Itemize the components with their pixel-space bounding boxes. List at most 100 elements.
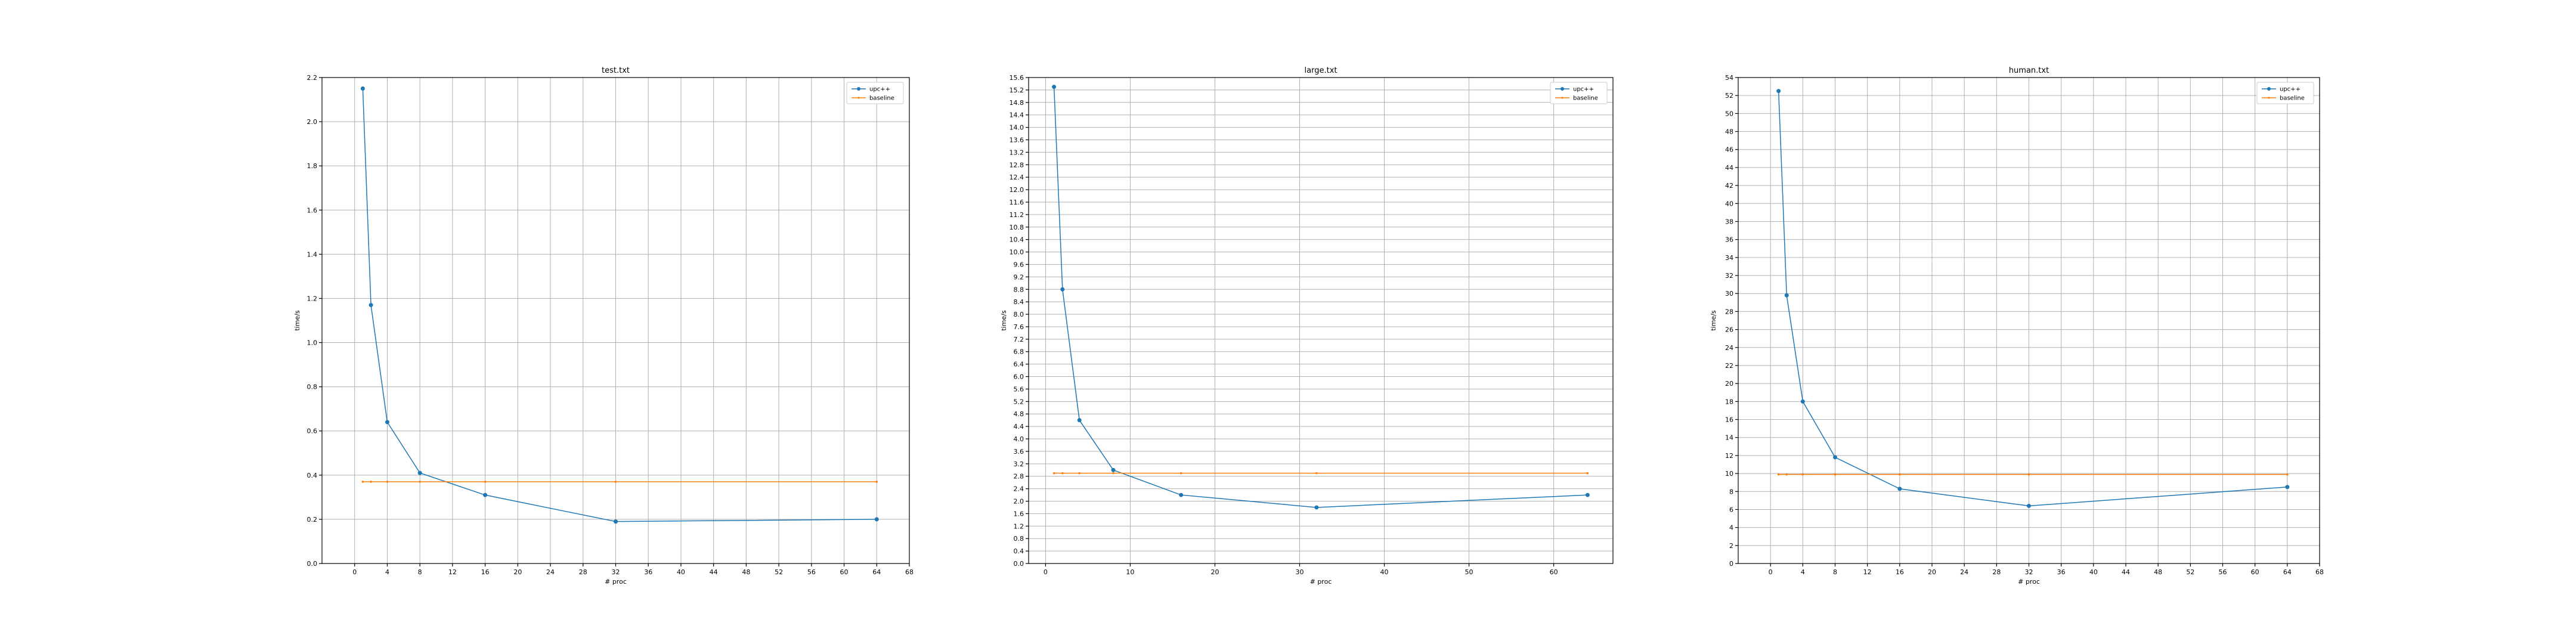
x-tick-label: 10 <box>1126 568 1134 576</box>
data-point <box>369 303 373 308</box>
x-axis-label: # proc <box>2018 578 2040 586</box>
y-tick-label: 38 <box>1725 218 1733 225</box>
y-tick-label: 12.4 <box>1010 174 1024 181</box>
data-point <box>1052 472 1055 475</box>
legend-marker <box>1561 87 1564 91</box>
data-point <box>386 481 389 483</box>
y-tick-label: 18 <box>1725 398 1733 405</box>
x-tick-label: 4 <box>385 568 389 576</box>
y-tick-label: 7.6 <box>1014 323 1024 331</box>
x-tick-label: 40 <box>677 568 685 576</box>
legend-marker <box>1561 97 1563 99</box>
x-tick-label: 52 <box>775 568 783 576</box>
legend-marker <box>857 87 860 91</box>
x-tick-label: 60 <box>2251 568 2259 576</box>
data-point <box>370 481 372 483</box>
y-tick-label: 1.8 <box>307 162 318 170</box>
y-tick-label: 10.0 <box>1010 249 1024 256</box>
y-tick-label: 32 <box>1725 272 1733 280</box>
data-point <box>1077 418 1082 423</box>
y-tick-label: 24 <box>1725 344 1733 352</box>
x-tick-label: 68 <box>905 568 914 576</box>
y-tick-label: 12 <box>1725 452 1733 460</box>
x-tick-label: 4 <box>1801 568 1805 576</box>
y-tick-label: 1.0 <box>307 339 318 347</box>
y-tick-label: 52 <box>1725 92 1733 100</box>
data-point <box>417 470 422 475</box>
y-tick-label: 40 <box>1725 200 1733 208</box>
y-axis-label: time/s <box>1000 310 1008 331</box>
x-tick-label: 24 <box>1960 568 1968 576</box>
y-tick-label: 0 <box>1729 560 1733 568</box>
chart-3: 0 4 8 12 16 20 24 28 32 36 40 44 48 52 56 60 64 680246810… <box>1710 66 2324 586</box>
data-point <box>1897 487 1902 491</box>
x-tick-label: 20 <box>1210 568 1219 576</box>
y-tick-label: 1.2 <box>1014 522 1024 530</box>
x-tick-label: 44 <box>710 568 718 576</box>
data-point <box>484 481 487 483</box>
legend: upc++ baseline <box>2256 82 2314 104</box>
legend: upc++ baseline <box>846 82 904 104</box>
y-tick-label: 8.0 <box>1014 311 1024 318</box>
y-tick-label: 46 <box>1725 146 1733 154</box>
x-tick-label: 60 <box>840 568 849 576</box>
data-point <box>2027 473 2030 476</box>
x-tick-label: 48 <box>2154 568 2162 576</box>
legend-label: upc++ <box>869 86 890 93</box>
data-point <box>614 481 617 483</box>
y-tick-label: 14.8 <box>1010 99 1024 107</box>
y-tick-label: 5.2 <box>1014 398 1024 405</box>
data-point <box>419 481 421 483</box>
data-point <box>1834 473 1837 476</box>
y-tick-label: 6.0 <box>1014 373 1024 381</box>
data-point <box>361 481 364 483</box>
y-tick-label: 48 <box>1725 128 1733 136</box>
y-tick-label: 10.4 <box>1010 236 1024 244</box>
data-point <box>360 86 365 91</box>
y-axis-label: time/s <box>293 310 301 331</box>
y-tick-label: 9.6 <box>1014 261 1024 268</box>
data-point <box>1179 493 1184 497</box>
y-tick-label: 0.4 <box>307 472 318 479</box>
y-tick-label: 8 <box>1729 488 1733 496</box>
y-tick-label: 6 <box>1729 506 1733 513</box>
x-tick-label: 32 <box>2025 568 2033 576</box>
data-point <box>1801 473 1804 476</box>
x-tick-label: 64 <box>872 568 881 576</box>
x-tick-label: 40 <box>1380 568 1389 576</box>
x-tick-label: 28 <box>579 568 587 576</box>
data-point <box>1585 493 1590 497</box>
chart-title: large.txt <box>1305 66 1337 75</box>
y-tick-label: 3.2 <box>1014 460 1024 468</box>
y-tick-label: 0.2 <box>307 516 318 524</box>
plot-frame <box>1028 77 1614 564</box>
legend-label: upc++ <box>1573 86 1594 93</box>
y-tick-label: 44 <box>1725 164 1733 172</box>
y-tick-label: 1.4 <box>307 250 318 258</box>
y-tick-label: 26 <box>1725 326 1733 334</box>
y-tick-label: 11.6 <box>1010 199 1024 206</box>
y-tick-label: 0.0 <box>307 560 318 568</box>
y-tick-label: 28 <box>1725 308 1733 315</box>
legend-label: baseline <box>869 95 894 102</box>
y-tick-label: 2.0 <box>307 118 318 126</box>
data-point <box>1777 473 1780 476</box>
x-tick-label: 0 <box>1044 568 1048 576</box>
legend-label: baseline <box>1573 95 1598 102</box>
y-tick-label: 0.8 <box>307 383 318 391</box>
x-tick-label: 40 <box>2089 568 2098 576</box>
x-tick-label: 8 <box>418 568 422 576</box>
x-tick-label: 68 <box>2315 568 2324 576</box>
data-point <box>385 420 389 425</box>
y-tick-label: 6.4 <box>1014 361 1024 369</box>
legend-marker <box>2267 87 2271 91</box>
x-tick-label: 8 <box>1833 568 1837 576</box>
x-tick-label: 30 <box>1295 568 1304 576</box>
data-point <box>483 493 488 497</box>
chart-title: test.txt <box>602 66 630 75</box>
y-tick-label: 4 <box>1729 524 1733 532</box>
y-tick-label: 2.2 <box>307 74 318 82</box>
legend: upc++ baseline <box>1550 82 1608 104</box>
